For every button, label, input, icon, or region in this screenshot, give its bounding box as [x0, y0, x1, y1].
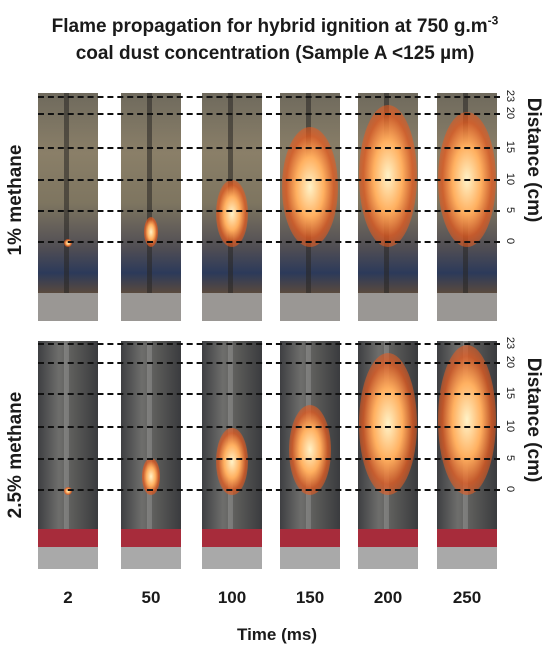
time-label-2: 2	[63, 588, 73, 607]
gridline-r2-1	[38, 362, 500, 364]
flame-frame-r2-c3	[202, 341, 262, 569]
distance-axis-title-bottom: Distance (cm)	[523, 357, 544, 483]
gridline-r2-4	[38, 458, 500, 460]
flame-frame-r2-c1	[38, 341, 98, 569]
gridline-r1-3	[38, 179, 500, 181]
flame-frame-r2-c2	[121, 341, 181, 569]
time-label-50: 50	[141, 588, 161, 607]
flame-glow	[438, 345, 496, 495]
tube-floor	[38, 293, 98, 321]
tube-floor	[437, 293, 497, 321]
tube-red-base	[121, 529, 181, 547]
x-axis-title: Time (ms)	[237, 625, 317, 644]
tube-rod	[64, 341, 69, 529]
flame-glow	[289, 405, 331, 495]
tube-body	[38, 341, 98, 529]
gridline-r1-0	[38, 96, 500, 98]
tube-red-base	[202, 529, 262, 547]
tube-floor	[437, 547, 497, 569]
flame-frame-r2-c5	[358, 341, 418, 569]
flame-frame-r1-c3	[202, 93, 262, 321]
time-label-200: 200	[373, 588, 403, 607]
flame-glow	[216, 427, 248, 495]
row-label-1pct: 1% methane	[5, 144, 26, 256]
time-label-250: 250	[452, 588, 482, 607]
flame-frame-r1-c4	[280, 93, 340, 321]
gridline-r2-3	[38, 426, 500, 428]
figure-title: Flame propagation for hybrid ignition at…	[0, 8, 550, 67]
distance-tick-r1-10: 10	[504, 172, 516, 186]
flame-frame-r2-c4	[280, 341, 340, 569]
flame-glow	[64, 239, 72, 247]
flame-glow	[142, 457, 160, 495]
tube-rod	[147, 341, 152, 529]
flame-frame-r1-c2	[121, 93, 181, 321]
title-line1: Flame propagation for hybrid ignition at…	[51, 14, 499, 38]
tube-floor	[280, 293, 340, 321]
distance-tick-r2-0: 0	[504, 485, 516, 493]
distance-tick-r1-5: 5	[504, 206, 516, 214]
flame-frame-r1-c6	[437, 93, 497, 321]
tube-floor	[358, 547, 418, 569]
tube-floor	[121, 547, 181, 569]
gridline-r2-0	[38, 343, 500, 345]
row-label-2-5pct: 2.5% methane	[5, 391, 26, 519]
tube-red-base	[280, 529, 340, 547]
distance-tick-r2-15: 15	[504, 386, 516, 400]
time-label-150: 150	[295, 588, 325, 607]
tube-floor	[38, 547, 98, 569]
flame-glow	[359, 104, 417, 247]
tube-red-base	[358, 529, 418, 547]
gridline-r2-5	[38, 489, 500, 491]
gridline-r1-5	[38, 241, 500, 243]
tube-rod	[147, 93, 152, 293]
tube-red-base	[437, 529, 497, 547]
distance-tick-r2-10: 10	[504, 419, 516, 433]
tube-floor	[121, 293, 181, 321]
distance-tick-r2-5: 5	[504, 454, 516, 462]
distance-tick-r1-23: 23	[504, 89, 516, 103]
flame-frame-r1-c1	[38, 93, 98, 321]
flame-glow	[282, 127, 338, 247]
distance-tick-r1-0: 0	[504, 237, 516, 245]
gridline-r1-4	[38, 210, 500, 212]
tube-floor	[202, 547, 262, 569]
flame-glow	[144, 217, 158, 247]
gridline-r1-2	[38, 147, 500, 149]
tube-floor	[280, 547, 340, 569]
time-label-100: 100	[217, 588, 247, 607]
tube-rod	[64, 93, 69, 293]
gridline-r2-2	[38, 393, 500, 395]
distance-tick-r1-15: 15	[504, 140, 516, 154]
distance-tick-r1-20: 20	[504, 106, 516, 120]
distance-tick-r2-20: 20	[504, 355, 516, 369]
title-line2: coal dust concentration (Sample A <125 µ…	[75, 43, 475, 65]
gridline-r1-1	[38, 113, 500, 115]
tube-floor	[202, 293, 262, 321]
distance-axis-title-top: Distance (cm)	[523, 97, 544, 223]
tube-floor	[358, 293, 418, 321]
flame-glow	[216, 179, 248, 247]
tube-red-base	[38, 529, 98, 547]
tube-body	[121, 341, 181, 529]
flame-frame-r1-c5	[358, 93, 418, 321]
flame-glow	[359, 352, 417, 495]
flame-glow	[64, 487, 72, 495]
flame-frame-r2-c6	[437, 341, 497, 569]
distance-tick-r2-23: 23	[504, 336, 516, 350]
